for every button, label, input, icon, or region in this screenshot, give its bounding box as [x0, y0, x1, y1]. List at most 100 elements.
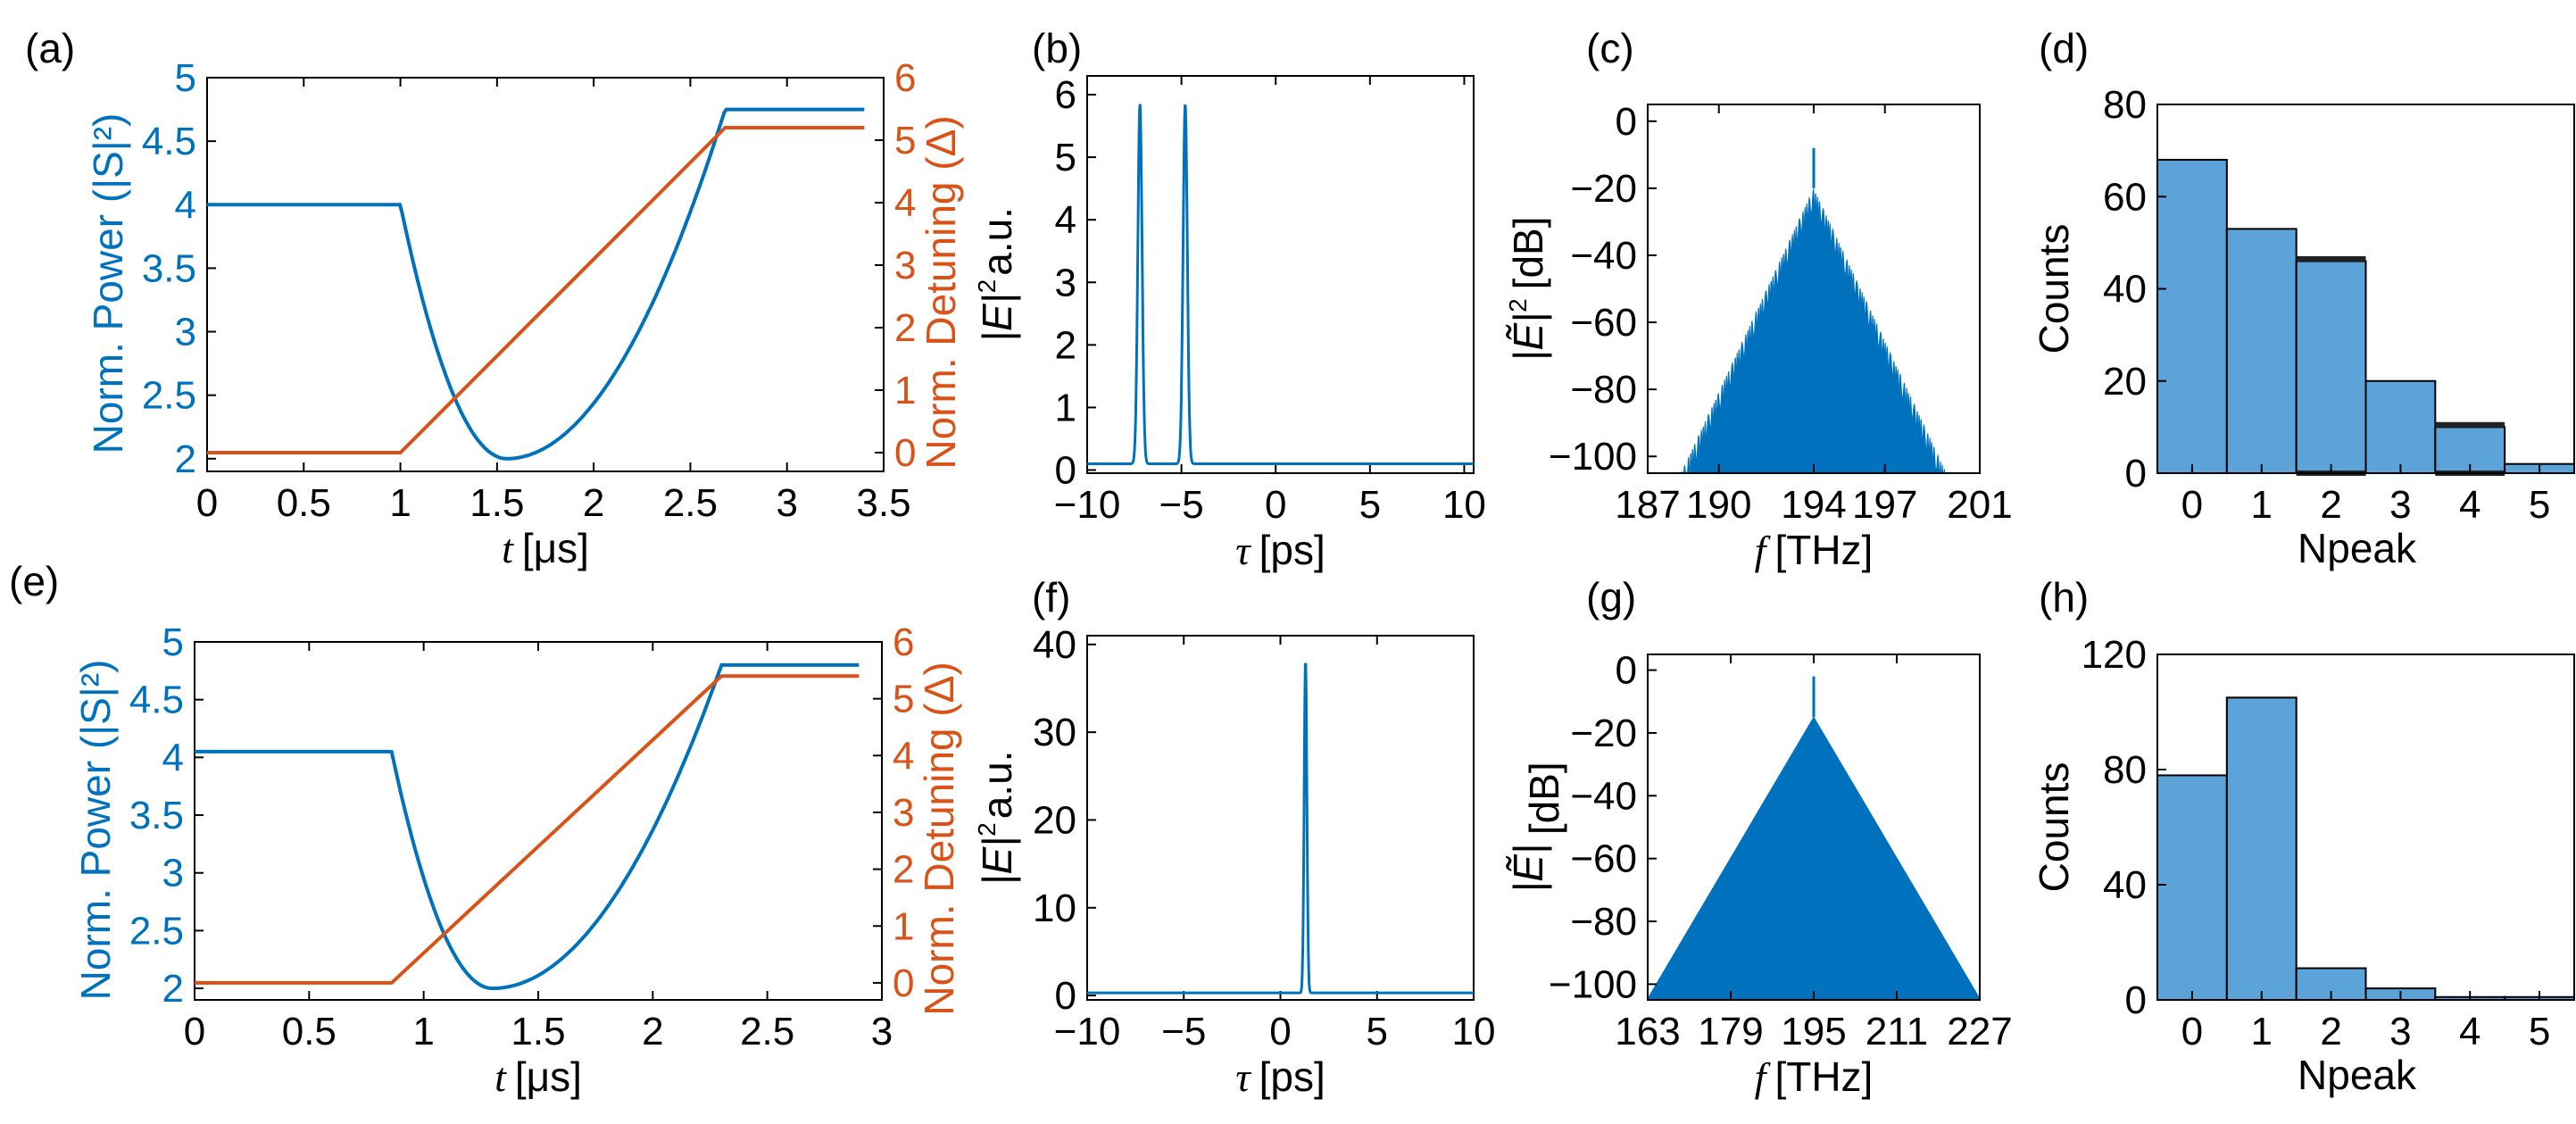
y-tick-label: 0: [1055, 448, 1076, 492]
x-tick-label: 211: [1866, 1010, 1928, 1053]
plot-frame: [1086, 75, 1475, 474]
x-tick-label: 3: [2389, 483, 2411, 527]
x-tick-label: 10: [1452, 1010, 1496, 1053]
x-tick-label: 194: [1781, 483, 1846, 527]
panel-label-a: (a): [25, 25, 75, 71]
panel-label-f: (f): [1032, 574, 1070, 620]
y-tick-label-right: 5: [894, 119, 916, 162]
panel-label-g: (g): [1586, 574, 1636, 620]
y-tick-label: 0: [2125, 978, 2147, 1022]
power-curve: [207, 107, 865, 461]
y-tick-label: 2.5: [142, 374, 196, 418]
plot-frame: [194, 641, 883, 1001]
y-axis-unit: a.u.: [974, 207, 1020, 276]
x-axis-label: f [THz]: [1755, 527, 1874, 573]
y-tick-label-right: 3: [894, 244, 916, 287]
y-tick-label: −60: [1570, 301, 1637, 345]
y-tick-label: 20: [1033, 798, 1076, 842]
x-tick-label: 2.5: [663, 481, 718, 525]
bar-0: [2156, 774, 2228, 1002]
x-tick-label: 3.5: [856, 481, 910, 525]
bar-1: [2225, 228, 2298, 474]
x-tick-label: 2: [583, 481, 604, 525]
y-tick-label: 80: [2103, 748, 2147, 792]
y-axis-label-left: Norm. Power (|S|²): [72, 660, 119, 1001]
x-tick-label: 0: [2181, 1010, 2203, 1053]
bar-0: [2156, 158, 2228, 474]
x-tick-label: 2.5: [740, 1010, 794, 1053]
spectrum-envelope: [1657, 188, 1971, 474]
y-axis-label-right: Norm. Detuning (Δ): [916, 662, 962, 1015]
x-axis-label: τ [ps]: [1235, 1053, 1325, 1100]
plot-frame: [1086, 635, 1475, 1001]
y-axis-label-text: Counts: [2031, 224, 2077, 354]
x-tick-label: 1: [2251, 483, 2273, 527]
x-tick-label: 201: [1947, 483, 2012, 527]
y-tick-label: 2: [162, 967, 184, 1011]
y-axis-label-left-text: Norm. Power (|S|²): [72, 660, 119, 1001]
x-tick-label: 1: [412, 1010, 434, 1053]
x-axis-symbol: t: [502, 526, 514, 571]
y-axis-sup: 2: [973, 822, 1001, 837]
panel-label-d: (d): [2039, 25, 2089, 71]
y-axis-label-right-text: Norm. Detuning (Δ): [918, 115, 964, 469]
y-axis-unit: [dB]: [1505, 217, 1551, 290]
y-axis-sup: 2: [973, 279, 1001, 294]
y-tick-label: 5: [1055, 136, 1076, 179]
panel-a: 0 0.5 1 1.5 2 2.5 3 3.5 2 2.5 3 3.5 4 4.5 5 0 1 2 3 4 5 6 t [μs…: [85, 56, 964, 571]
y-axis-label: |E|2 a.u.: [973, 751, 1020, 886]
y-tick-label: 5: [162, 620, 184, 664]
x-tick-label: −5: [1159, 483, 1204, 527]
y-tick-label-right: 2: [893, 848, 914, 892]
y-tick-label: 3.5: [142, 246, 196, 290]
y-tick-label: 3: [1055, 261, 1076, 304]
x-tick-label: 3: [2389, 1010, 2411, 1053]
panel-label-h: (h): [2039, 574, 2089, 620]
x-axis-label: f [THz]: [1755, 1053, 1874, 1100]
x-tick-label: −5: [1161, 1010, 1206, 1053]
x-tick-label: 197: [1852, 483, 1917, 527]
y-axis-label-left-text: Norm. Power (|S|²): [85, 113, 131, 454]
x-tick-label: 1.5: [511, 1010, 565, 1053]
x-axis-label: Npeak: [2298, 1052, 2417, 1098]
x-tick-label: 0: [1265, 483, 1286, 527]
y-tick-label: 3: [175, 311, 196, 354]
plot-frame: [206, 77, 885, 472]
y-axis-label-right: Norm. Detuning (Δ): [918, 115, 964, 469]
y-tick-label: −40: [1570, 234, 1637, 278]
bar-2: [2295, 260, 2367, 474]
y-tick-label: 30: [1033, 711, 1076, 754]
y-tick-label-right: 6: [893, 620, 914, 664]
x-axis-unit: [THz]: [1774, 527, 1873, 573]
y-axis-label: Counts: [2031, 224, 2077, 354]
y-tick-label: 4: [162, 736, 184, 779]
y-axis-label-left: Norm. Power (|S|²): [85, 113, 131, 454]
panel-h: 0 1 2 3 4 5 0 40 80 120 Npeak Counts: [2031, 633, 2576, 1098]
x-axis-symbol: τ: [1235, 1054, 1251, 1100]
x-tick-label: 0.5: [282, 1010, 337, 1053]
panel-e: 0 0.5 1 1.5 2 2.5 3 2 2.5 3 3.5 4 4.5 5 0 1 2 3 4 5 6 t [μs] No…: [72, 620, 962, 1100]
x-axis-unit: [THz]: [1774, 1053, 1873, 1100]
y-tick-label: 0: [2125, 452, 2147, 495]
x-tick-label: 195: [1781, 1010, 1846, 1053]
y-tick-label-right: 6: [894, 56, 916, 100]
y-tick-label-right: 0: [894, 431, 916, 475]
x-tick-label: 1.5: [469, 481, 524, 525]
y-tick-label: 40: [1033, 623, 1076, 667]
y-tick-label: 2: [1055, 323, 1076, 367]
y-tick-label-right: 1: [893, 904, 914, 948]
y-tick-label: −20: [1570, 712, 1637, 755]
y-tick-label: 3: [162, 852, 184, 895]
detuning-line: [207, 126, 865, 454]
x-axis-unit: [μs]: [522, 525, 589, 571]
x-tick-label: 0: [2181, 483, 2203, 527]
plot-frame: [2156, 654, 2575, 1001]
spectrum-envelope: [1647, 716, 1981, 1001]
y-tick-label-right: 5: [893, 678, 914, 721]
y-tick-label: 60: [2103, 175, 2147, 219]
x-tick-label: 3: [776, 481, 797, 525]
y-tick-label: 4.5: [142, 120, 196, 163]
x-tick-label: 4: [2459, 483, 2480, 527]
y-axis-label: |E|2 a.u.: [973, 207, 1020, 342]
